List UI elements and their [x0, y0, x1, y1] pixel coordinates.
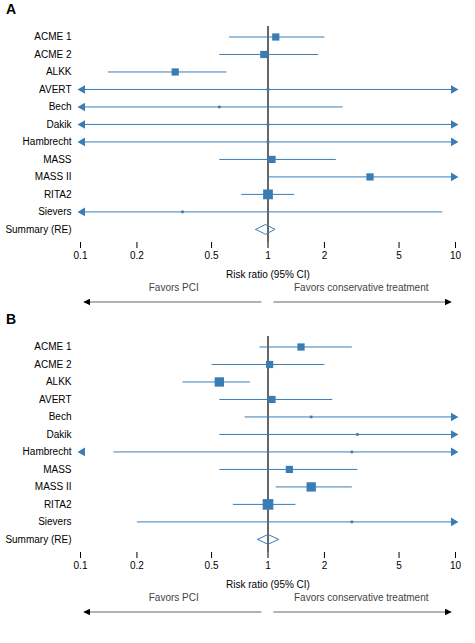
html-text:B: B	[6, 311, 17, 327]
svg-text:Hambrecht: Hambrecht	[23, 136, 72, 147]
svg-text:AVERT: AVERT	[39, 84, 71, 95]
svg-text:ACME 2: ACME 2	[34, 49, 72, 60]
svg-text:ACME 1: ACME 1	[34, 341, 72, 352]
svg-text:0.1: 0.1	[74, 560, 88, 571]
svg-text:ACME 2: ACME 2	[34, 359, 72, 370]
svg-text:RITA2: RITA2	[44, 499, 72, 510]
svg-text:Favors PCI: Favors PCI	[149, 592, 199, 603]
svg-text:0.1: 0.1	[74, 250, 88, 261]
svg-text:2: 2	[322, 250, 328, 261]
svg-text:RITA2: RITA2	[44, 189, 72, 200]
svg-text:2: 2	[322, 560, 328, 571]
svg-text:AVERT: AVERT	[39, 394, 71, 405]
svg-text:Bech: Bech	[49, 101, 72, 112]
svg-text:1: 1	[265, 560, 271, 571]
svg-text:Summary (RE): Summary (RE)	[5, 534, 71, 545]
svg-text:Sievers: Sievers	[38, 516, 71, 527]
svg-text:MASS: MASS	[43, 464, 72, 475]
svg-text:Summary (RE): Summary (RE)	[5, 224, 71, 235]
svg-text:Hambrecht: Hambrecht	[23, 446, 72, 457]
svg-text:ACME 1: ACME 1	[34, 31, 72, 42]
svg-text:Risk ratio (95% CI): Risk ratio (95% CI)	[226, 579, 310, 590]
svg-text:Sievers: Sievers	[38, 206, 71, 217]
svg-text:10: 10	[450, 250, 462, 261]
svg-text:Favors conservative treatment: Favors conservative treatment	[294, 592, 429, 603]
svg-text:1: 1	[265, 250, 271, 261]
svg-text:Dakik: Dakik	[46, 429, 72, 440]
svg-text:MASS: MASS	[43, 154, 72, 165]
svg-text:Bech: Bech	[49, 411, 72, 422]
svg-text:0.2: 0.2	[130, 560, 144, 571]
svg-text:5: 5	[396, 560, 402, 571]
svg-text:Risk ratio (95% CI): Risk ratio (95% CI)	[226, 269, 310, 280]
html-text:A: A	[6, 1, 17, 17]
svg-text:MASS II: MASS II	[35, 481, 72, 492]
svg-text:0.2: 0.2	[130, 250, 144, 261]
svg-text:5: 5	[396, 250, 402, 261]
svg-text:Favors conservative treatment: Favors conservative treatment	[294, 282, 429, 293]
svg-text:MASS II: MASS II	[35, 171, 72, 182]
svg-text:0.5: 0.5	[205, 250, 219, 261]
svg-text:0.5: 0.5	[205, 560, 219, 571]
svg-text:ALKK: ALKK	[46, 66, 72, 77]
svg-text:ALKK: ALKK	[46, 376, 72, 387]
svg-text:10: 10	[450, 560, 462, 571]
svg-text:Favors PCI: Favors PCI	[149, 282, 199, 293]
svg-text:Dakik: Dakik	[46, 119, 72, 130]
